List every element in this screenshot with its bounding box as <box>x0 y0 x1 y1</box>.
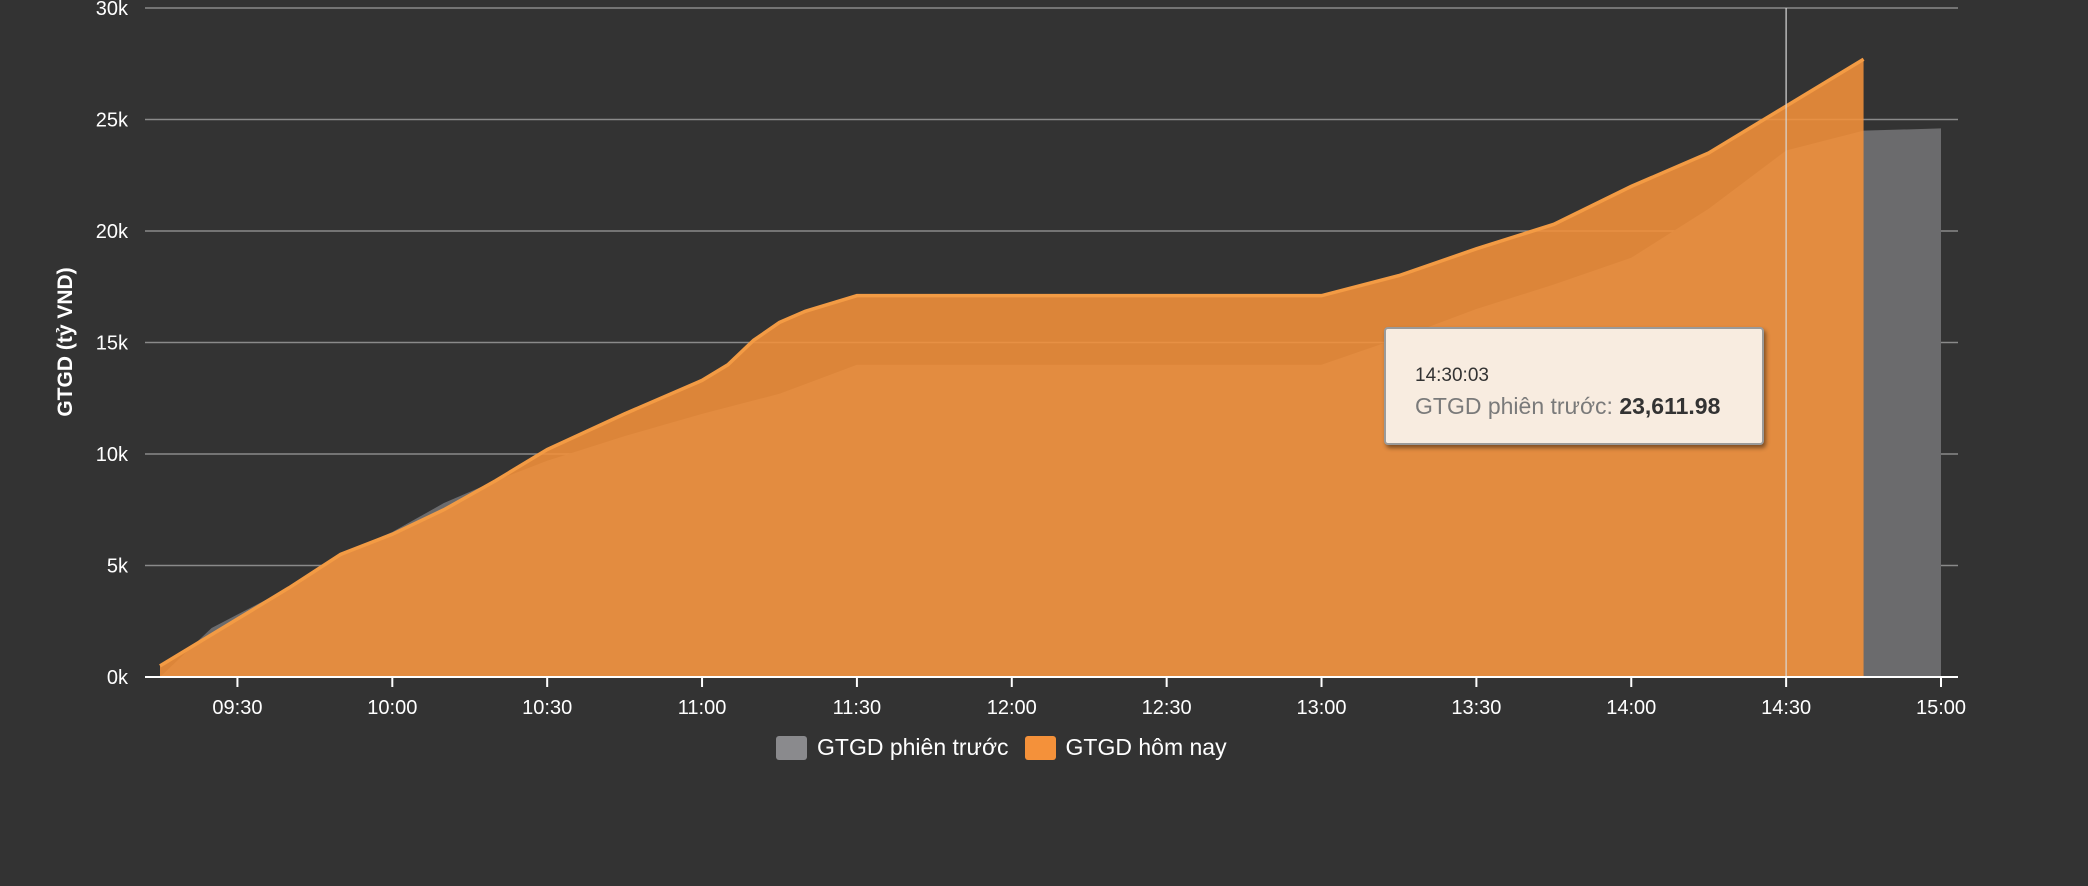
line-today <box>159 57 1865 668</box>
legend-swatch-today <box>1024 735 1056 760</box>
x-tick-label: 10:00 <box>367 697 417 719</box>
x-tick-label: 11:30 <box>833 697 882 719</box>
x-tick-label: 14:30 <box>1761 697 1811 719</box>
y-tick-label: 0k <box>107 667 129 689</box>
legend: GTGD phiên trước GTGD hôm nay <box>776 734 1243 761</box>
y-tick-label: 5k <box>107 556 129 578</box>
x-tick-label: 12:30 <box>1142 697 1192 719</box>
axes: 0k 5k 10k 15k 20k 25k 30k 09:30 10:00 10:30 11:00 1… <box>96 0 1966 719</box>
legend-item-previous-session[interactable]: GTGD phiên trước <box>776 734 1009 761</box>
legend-label-today: GTGD hôm nay <box>1065 734 1227 760</box>
y-tick-label: 10k <box>96 444 129 466</box>
tooltip: 14:30:03 GTGD phiên trước: 23,611.98 <box>1384 327 1764 445</box>
tooltip-value: 23,611.98 <box>1619 393 1721 419</box>
area-today <box>160 59 1864 678</box>
legend-item-today[interactable]: GTGD hôm nay <box>1024 734 1227 761</box>
y-axis-label: GTGD (tỷ VND) <box>54 267 77 416</box>
x-tick-label: 09:30 <box>212 697 262 719</box>
x-tick-label: 10:30 <box>522 697 572 719</box>
x-tick-label: 11:00 <box>678 697 727 719</box>
x-tick-label: 15:00 <box>1916 697 1966 719</box>
x-tick-label: 13:30 <box>1451 697 1501 719</box>
x-tick-label: 13:00 <box>1296 697 1346 719</box>
legend-label-previous: GTGD phiên trước <box>817 734 1009 760</box>
y-tick-label: 15k <box>96 333 129 355</box>
y-tick-label: 20k <box>96 221 129 243</box>
legend-swatch-previous <box>776 735 807 760</box>
tooltip-series-label: GTGD phiên trước <box>1415 393 1607 419</box>
x-tick-label: 12:00 <box>987 697 1037 719</box>
y-tick-label: 30k <box>96 0 129 20</box>
x-tick-label: 14:00 <box>1606 697 1656 719</box>
y-tick-label: 25k <box>96 110 129 132</box>
tooltip-time: 14:30:03 <box>1415 365 1489 386</box>
series-areas <box>159 8 1941 678</box>
